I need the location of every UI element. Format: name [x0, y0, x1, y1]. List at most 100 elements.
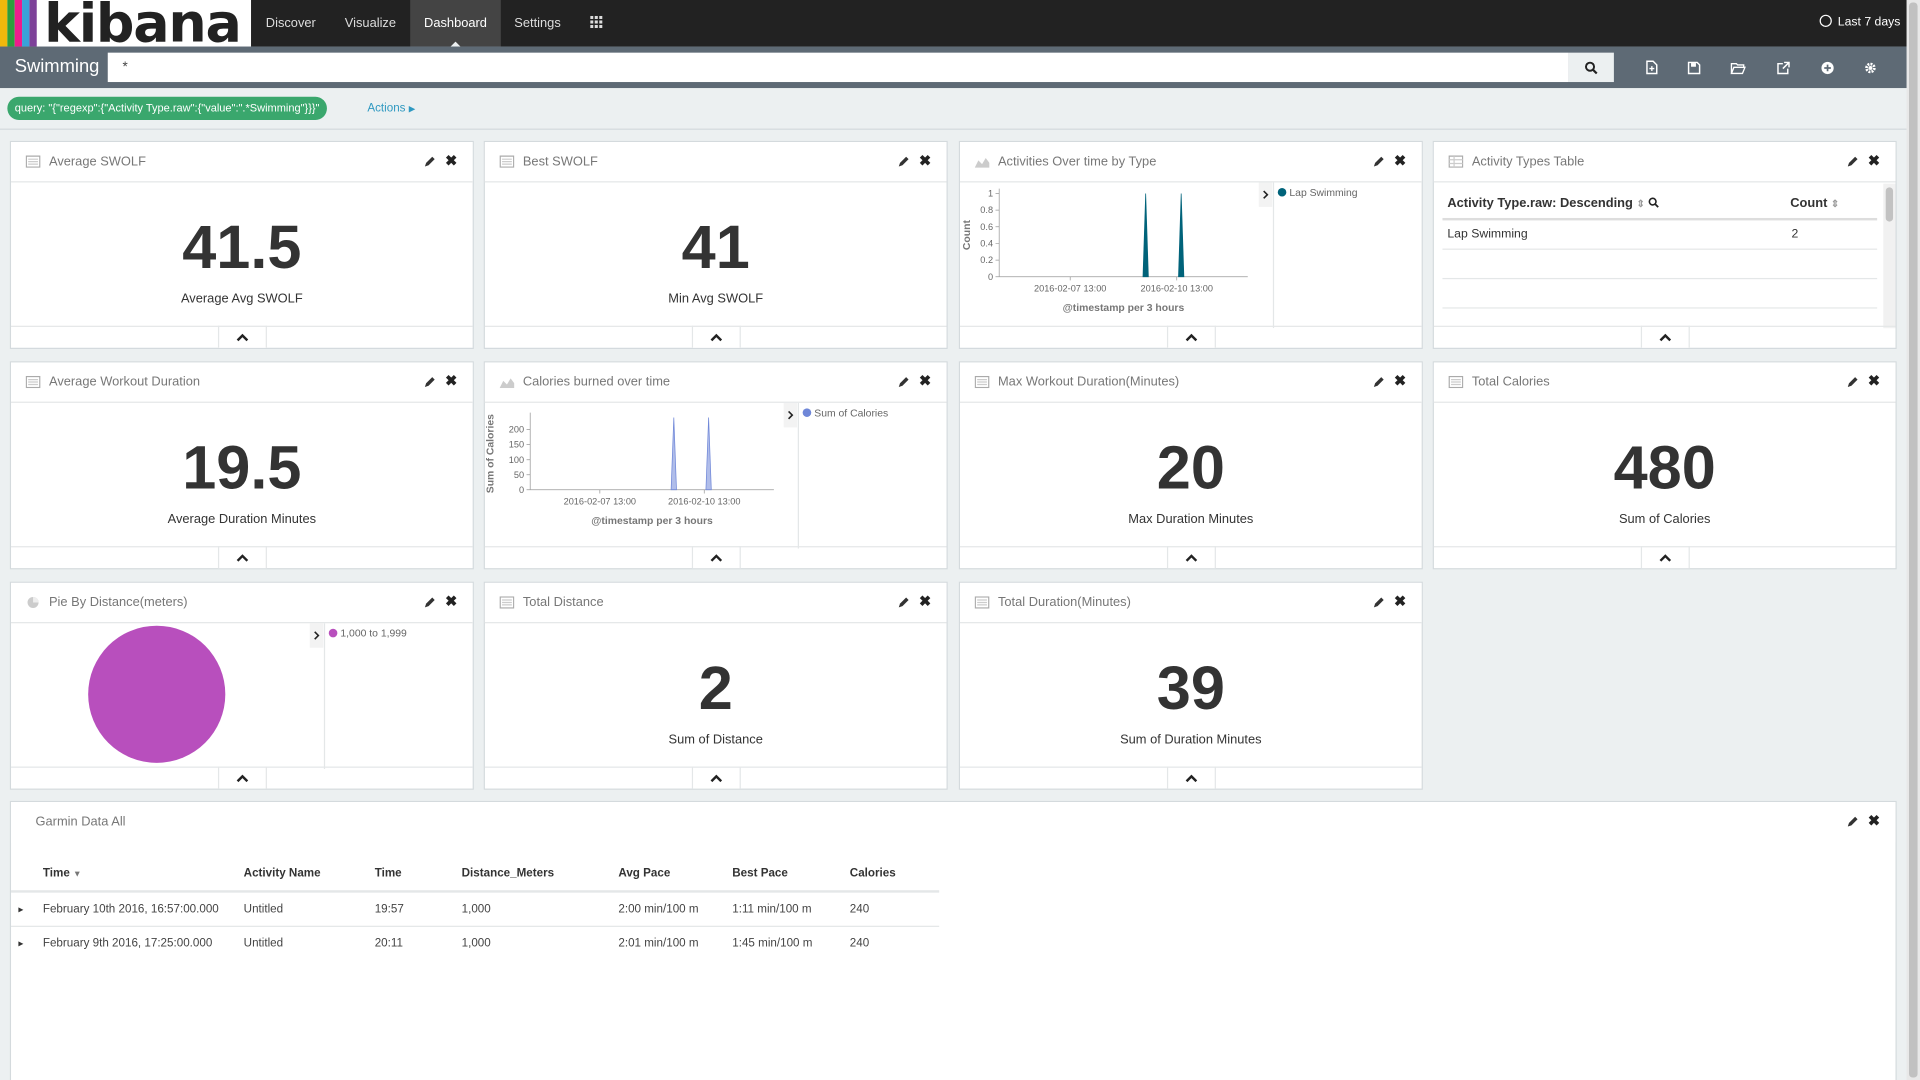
- pencil-icon[interactable]: [1847, 376, 1859, 388]
- activities-area-chart[interactable]: 0 0.2 0.4 0.6 0.8 1 2016-02-07 13:00 2016-02-10…: [960, 182, 1422, 329]
- open-icon[interactable]: [1727, 56, 1749, 78]
- column-header-time[interactable]: Time ▼: [43, 867, 82, 880]
- close-icon[interactable]: ✖: [445, 372, 458, 390]
- close-icon[interactable]: ✖: [1394, 372, 1407, 390]
- column-header-count[interactable]: Count ⇕: [1790, 196, 1839, 211]
- chevron-up-icon[interactable]: [1166, 546, 1216, 569]
- column-header-avg-pace[interactable]: Avg Pace: [618, 866, 671, 881]
- metric-type-icon: [25, 375, 41, 389]
- y-tick-label: 0: [519, 485, 524, 495]
- table-cell-type: Lap Swimming: [1447, 227, 1528, 242]
- chevron-up-icon[interactable]: [217, 546, 267, 569]
- close-icon[interactable]: ✖: [1867, 372, 1881, 390]
- chevron-up-icon[interactable]: [691, 546, 741, 569]
- panel-footer: [484, 325, 947, 348]
- search-icon[interactable]: [1648, 197, 1659, 208]
- chevron-up-icon[interactable]: [1166, 766, 1216, 789]
- metric-value: 41: [681, 213, 750, 282]
- close-icon[interactable]: ✖: [1394, 151, 1407, 169]
- share-icon[interactable]: [1772, 56, 1794, 78]
- close-icon[interactable]: ✖: [1867, 811, 1881, 829]
- pencil-icon[interactable]: [898, 376, 910, 388]
- nav-settings[interactable]: Settings: [514, 15, 561, 31]
- filter-actions-link[interactable]: Actions ▶: [367, 97, 415, 121]
- nav-visualize[interactable]: Visualize: [344, 15, 397, 31]
- expand-row-icon[interactable]: ▸: [18, 937, 24, 949]
- pencil-icon[interactable]: [424, 156, 436, 168]
- close-icon[interactable]: ✖: [1867, 151, 1881, 169]
- chevron-up-icon[interactable]: [691, 325, 741, 348]
- caret-right-icon: ▶: [408, 105, 416, 114]
- chevron-up-icon[interactable]: [217, 766, 267, 789]
- pie-slice: [88, 625, 226, 763]
- calories-area-chart[interactable]: 0 50 100 150 200 2016-02-07 13:00 2016-02-10 1…: [485, 402, 947, 549]
- cell-calories: 240: [849, 936, 870, 951]
- pencil-icon[interactable]: [1373, 596, 1385, 608]
- column-header-activity-name[interactable]: Activity Name: [243, 866, 321, 881]
- time-picker[interactable]: Last 7 days: [1819, 0, 1900, 47]
- close-icon[interactable]: ✖: [1394, 592, 1407, 610]
- pencil-icon[interactable]: [1373, 376, 1385, 388]
- legend-color-dot: [1277, 187, 1287, 197]
- search-button[interactable]: [1568, 52, 1614, 83]
- kibana-logo[interactable]: kibana: [0, 0, 252, 47]
- chevron-up-icon[interactable]: [1166, 325, 1216, 348]
- scrollbar-thumb[interactable]: [1885, 187, 1894, 222]
- legend-color-dot: [328, 628, 338, 638]
- new-dashboard-icon[interactable]: [1641, 56, 1663, 78]
- column-header-best-pace[interactable]: Best Pace: [732, 866, 788, 881]
- chevron-up-icon[interactable]: [217, 325, 267, 348]
- legend-toggle-chevron-icon: [788, 410, 794, 420]
- cell-duration: 19:57: [374, 902, 404, 916]
- close-icon[interactable]: ✖: [918, 372, 932, 390]
- grid-icon[interactable]: [578, 0, 615, 47]
- pencil-icon[interactable]: [1847, 156, 1859, 168]
- column-header-duration[interactable]: Time: [374, 866, 402, 881]
- pencil-icon[interactable]: [1373, 156, 1385, 168]
- scrollbar-track[interactable]: [1883, 183, 1896, 329]
- pencil-icon[interactable]: [1847, 816, 1859, 828]
- pencil-icon[interactable]: [898, 156, 910, 168]
- column-header-activity-type[interactable]: Activity Type.raw: Descending ⇕: [1447, 196, 1659, 211]
- nav-discover[interactable]: Discover: [265, 15, 316, 31]
- pencil-icon[interactable]: [898, 596, 910, 608]
- save-icon[interactable]: [1682, 56, 1704, 78]
- chevron-up-icon[interactable]: [1640, 325, 1690, 348]
- options-gear-icon[interactable]: [1859, 56, 1881, 78]
- panel-footer: [484, 546, 947, 569]
- pencil-icon[interactable]: [424, 596, 436, 608]
- metric-type-icon: [974, 596, 990, 609]
- table-row[interactable]: ▸ February 9th 2016, 17:25:00.000 Untitl…: [11, 927, 939, 961]
- close-icon[interactable]: ✖: [918, 151, 932, 169]
- close-icon[interactable]: ✖: [445, 592, 458, 610]
- cell-distance: 1,000: [461, 936, 491, 951]
- metric-label: Average Avg SWOLF: [180, 291, 303, 307]
- top-navbar: kibana Discover Visualize Dashboard Sett…: [0, 0, 1920, 47]
- x-axis-title: @timestamp per 3 hours: [591, 516, 713, 527]
- pencil-icon[interactable]: [424, 376, 436, 388]
- page-scrollbar-track[interactable]: [1906, 0, 1920, 1080]
- sort-down-icon: ▼: [73, 870, 82, 880]
- close-icon[interactable]: ✖: [918, 592, 932, 610]
- logo-stripe: [14, 0, 23, 47]
- expand-row-icon[interactable]: ▸: [18, 903, 24, 915]
- query-filter-pill[interactable]: query: "{"regexp":{"Activity Type.raw":{…: [7, 96, 327, 121]
- y-tick-label: 0.6: [980, 222, 993, 232]
- chevron-up-icon[interactable]: [1640, 546, 1690, 569]
- query-input[interactable]: [107, 52, 1569, 83]
- metric-label: Sum of Distance: [668, 732, 763, 747]
- panel-max-workout-duration: Max Workout Duration(Minutes) ✖ 20 Max D…: [958, 361, 1423, 570]
- panel-total-calories: Total Calories ✖ 480 Sum of Calories: [1432, 361, 1897, 570]
- close-icon[interactable]: ✖: [445, 151, 458, 169]
- column-header-calories[interactable]: Calories: [849, 866, 896, 881]
- distance-pie-chart[interactable]: 1,000 to 1,999: [11, 623, 473, 769]
- legend-label: Sum of Calories: [814, 408, 888, 419]
- panel-title: Total Duration(Minutes): [997, 595, 1131, 610]
- column-header-distance[interactable]: Distance_Meters: [461, 866, 555, 881]
- chevron-up-icon[interactable]: [691, 766, 741, 789]
- add-visualization-icon[interactable]: [1816, 56, 1838, 78]
- nav-dashboard[interactable]: Dashboard: [410, 0, 501, 47]
- page-scrollbar-thumb[interactable]: [1908, 2, 1918, 1078]
- clock-icon: [1819, 14, 1832, 27]
- table-row[interactable]: ▸ February 10th 2016, 16:57:00.000 Untit…: [11, 893, 940, 927]
